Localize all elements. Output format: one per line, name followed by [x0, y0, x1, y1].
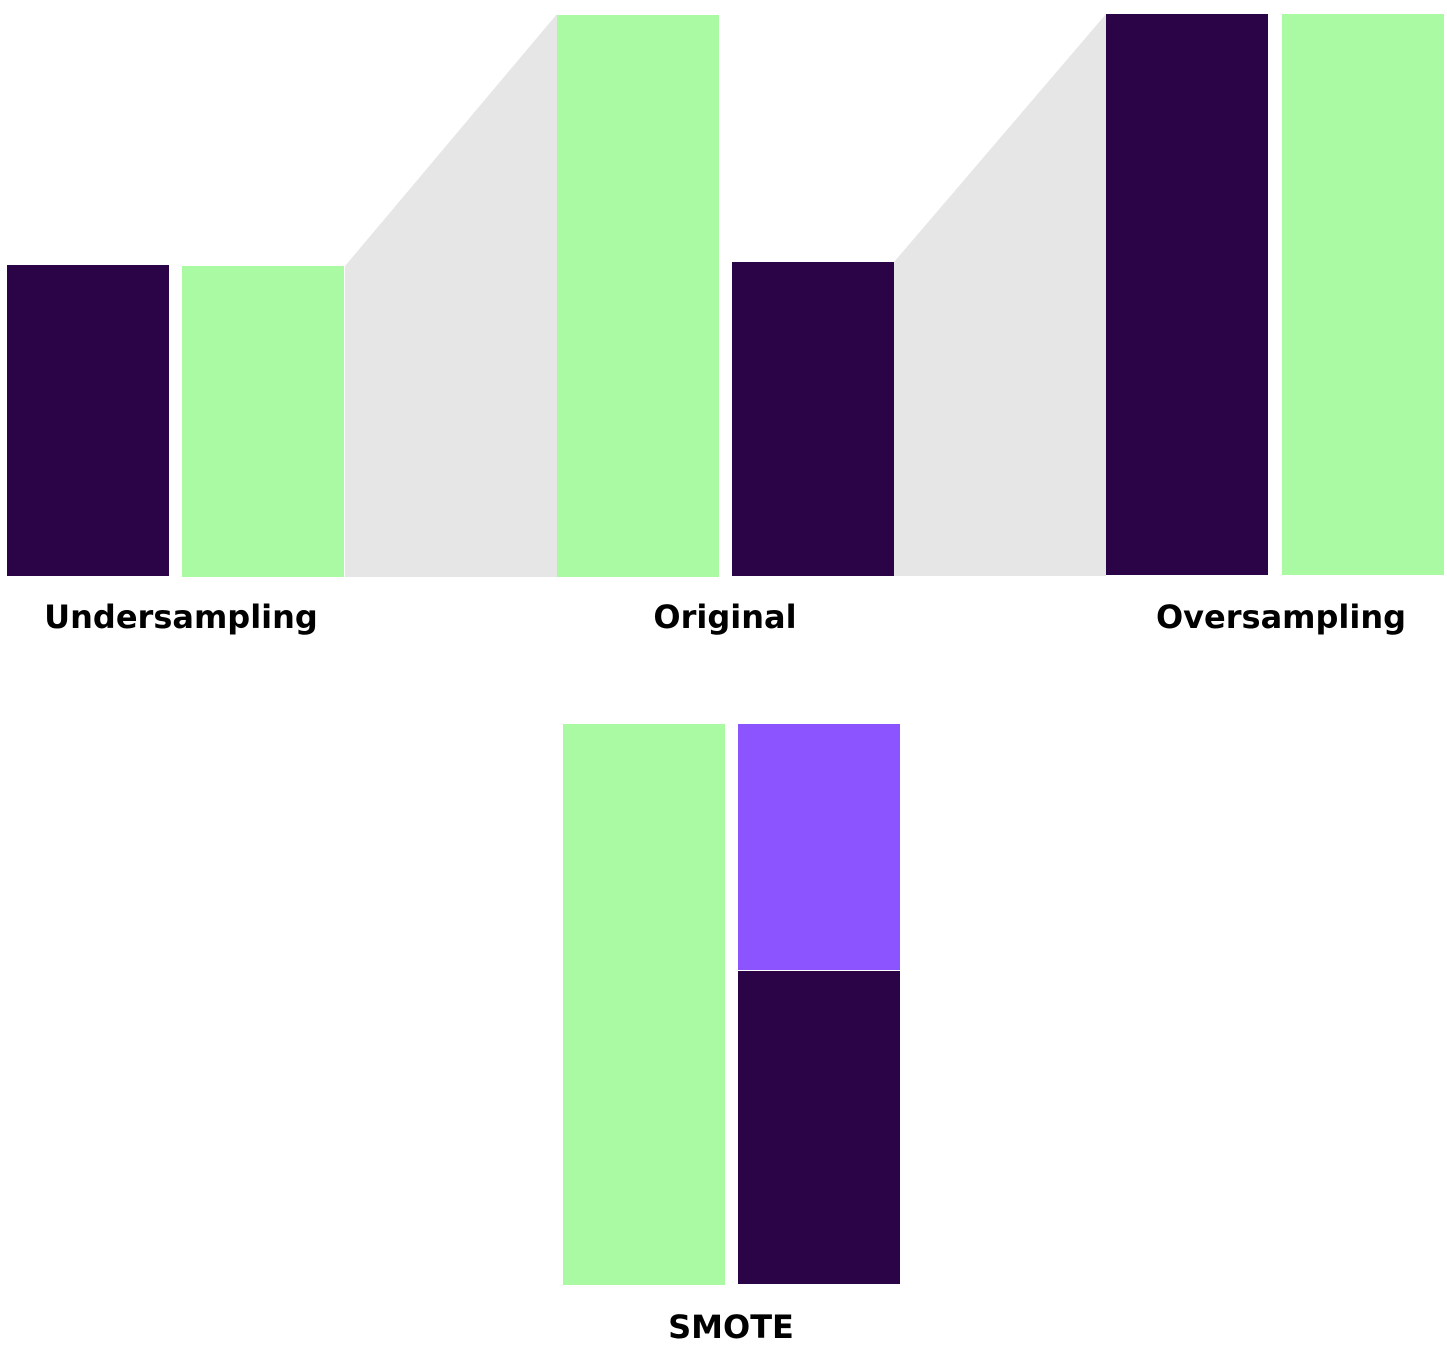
- undersampling-majority-bar: [182, 266, 344, 577]
- oversampling-minority-bar: [1106, 14, 1268, 575]
- smote-synthetic-bar: [738, 724, 900, 970]
- label-undersampling: Undersampling: [44, 598, 318, 636]
- connector-undersampling-original: [345, 14, 557, 577]
- connector-original-oversampling: [894, 14, 1106, 576]
- smote-majority-bar: [563, 724, 725, 1285]
- label-oversampling: Oversampling: [1156, 598, 1406, 636]
- undersampling-minority-bar: [7, 265, 169, 576]
- label-smote: SMOTE: [668, 1308, 794, 1346]
- original-minority-bar: [732, 262, 894, 576]
- oversampling-majority-bar: [1282, 14, 1444, 575]
- label-original: Original: [653, 598, 796, 636]
- smote-minority-bar: [738, 971, 900, 1284]
- original-majority-bar: [557, 15, 719, 577]
